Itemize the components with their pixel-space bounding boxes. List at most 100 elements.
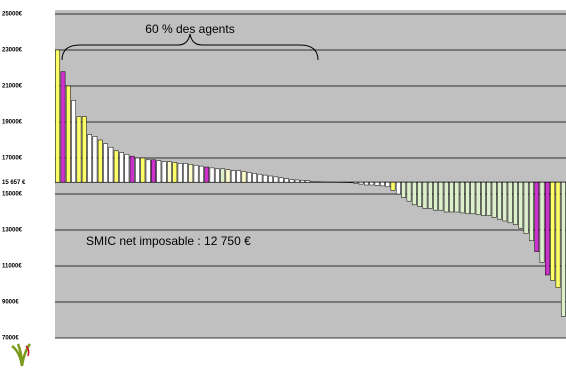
bar	[129, 155, 135, 183]
bar	[470, 181, 476, 215]
bar	[438, 181, 444, 211]
bar	[411, 181, 417, 206]
bar	[268, 175, 273, 183]
bar	[172, 162, 178, 183]
bar	[449, 181, 454, 213]
bar	[124, 154, 130, 183]
bar	[305, 180, 311, 183]
bar	[193, 164, 199, 183]
bar	[119, 152, 124, 183]
bar	[486, 181, 492, 216]
bar	[390, 181, 396, 191]
bar	[204, 166, 210, 183]
bar	[252, 173, 257, 183]
bar	[427, 181, 433, 209]
bar	[395, 181, 401, 195]
bar	[459, 181, 465, 214]
bar	[97, 139, 103, 183]
bar	[358, 181, 364, 185]
bar	[103, 143, 108, 183]
bar	[300, 180, 305, 183]
bar	[81, 116, 87, 183]
bar	[518, 181, 524, 229]
bar	[87, 134, 92, 183]
bar	[199, 165, 204, 183]
bar	[167, 161, 172, 183]
bar	[534, 181, 540, 252]
bar	[481, 181, 486, 216]
bar	[406, 181, 412, 202]
bar	[497, 181, 502, 220]
bar	[108, 146, 114, 183]
bar	[364, 181, 369, 186]
grid	[55, 13, 566, 339]
y-tick-label: 7000€	[2, 336, 19, 342]
bar	[353, 181, 359, 184]
bar	[230, 170, 236, 183]
bar	[310, 181, 316, 183]
y-tick-label: 11000€	[2, 264, 22, 270]
bar	[65, 85, 71, 183]
brace	[61, 33, 319, 61]
y-tick-label: 15000€	[2, 192, 23, 198]
bar	[151, 159, 156, 183]
bar	[92, 136, 98, 183]
bar	[284, 178, 289, 183]
bar	[385, 181, 391, 188]
bar	[246, 172, 252, 183]
bar	[433, 181, 438, 211]
y-tick-label: 9000€	[2, 300, 19, 306]
bar	[140, 157, 146, 183]
bar	[113, 150, 119, 183]
bar	[555, 181, 561, 288]
bar	[379, 181, 385, 187]
bar	[529, 181, 534, 242]
bar	[560, 181, 566, 317]
bar	[241, 171, 247, 183]
bar	[214, 168, 220, 183]
bar	[502, 181, 508, 222]
y-tick-label: 15 657 €	[2, 180, 26, 186]
annotation: SMIC net imposable : 12 750 €	[86, 234, 251, 248]
annotation: 60 % des agents	[145, 22, 234, 36]
y-tick-label: 23000€	[2, 48, 23, 54]
bar	[550, 181, 556, 281]
bar	[454, 181, 460, 213]
y-tick-label: 17000€	[2, 156, 23, 162]
bars	[55, 49, 566, 317]
bar	[401, 181, 407, 198]
bar	[76, 116, 82, 183]
bar	[188, 164, 194, 183]
bar	[220, 168, 226, 183]
bar	[71, 100, 77, 183]
bar	[294, 179, 300, 183]
bar	[156, 160, 162, 183]
bar	[236, 170, 242, 183]
bar	[507, 181, 513, 224]
bar	[145, 159, 151, 183]
bar	[209, 167, 215, 183]
bar	[465, 181, 470, 215]
bar	[417, 181, 422, 207]
bar	[278, 177, 284, 183]
bar	[55, 49, 61, 183]
bar	[135, 157, 140, 183]
y-tick-label: 19000€	[2, 120, 23, 126]
bar	[544, 181, 550, 276]
y-tick-label: 21000€	[2, 84, 23, 90]
bar	[289, 179, 295, 183]
bar	[513, 181, 518, 225]
bar	[491, 181, 497, 218]
bar	[225, 169, 231, 183]
bar	[257, 173, 263, 183]
y-tick-label: 25000€	[2, 12, 23, 18]
bar	[183, 163, 188, 183]
bar	[523, 181, 529, 234]
bar	[422, 181, 428, 209]
bar	[273, 176, 279, 183]
bar	[374, 181, 380, 186]
bar	[539, 181, 545, 263]
bar	[369, 181, 375, 186]
logo	[11, 343, 32, 367]
bar	[262, 174, 268, 183]
